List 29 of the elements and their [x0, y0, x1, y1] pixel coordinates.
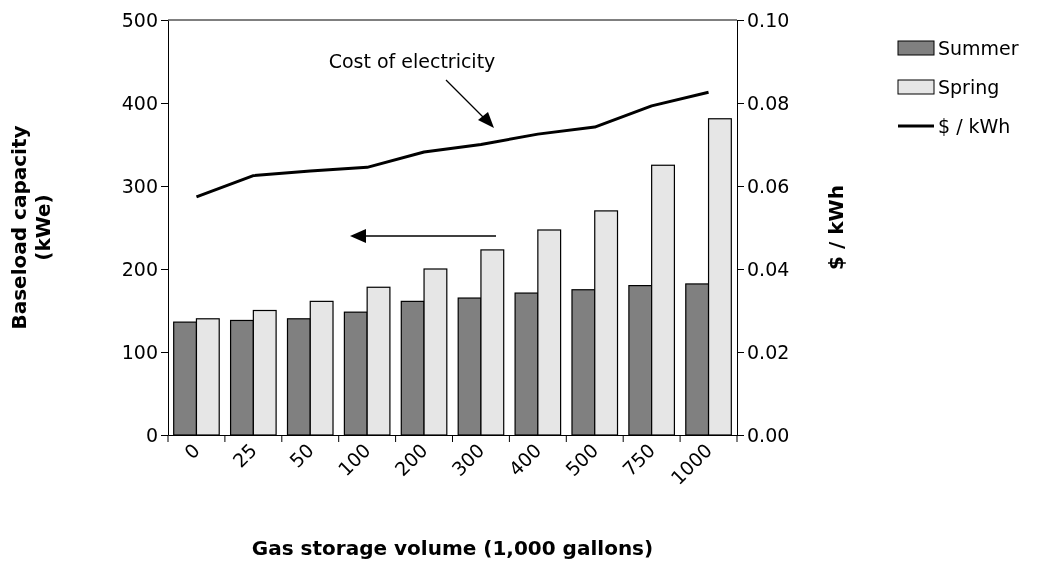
y-axis-title: Baseload capacity (kWe) [7, 125, 55, 330]
x-tick-label: 300 [447, 438, 489, 481]
x-axis-title: Gas storage volume (1,000 gallons) [251, 536, 654, 560]
x-tick-label: 25 [228, 438, 261, 472]
y-tick-label: 100 [121, 340, 158, 363]
x-tick-label: 500 [561, 438, 603, 481]
line-series [194, 90, 711, 199]
y2-tick-label: 0.06 [747, 174, 790, 197]
x-tick-label: 750 [617, 438, 660, 481]
annotation: Cost of electricity [328, 50, 496, 72]
legend-label: Summer [938, 37, 1019, 59]
y-tick-label: 500 [121, 8, 158, 31]
y-tick-label: 400 [121, 91, 158, 114]
legend-label: $ / kWh [938, 115, 1011, 137]
x-tick-label: 100 [333, 438, 375, 481]
y2-tick-label: 0.04 [747, 257, 790, 280]
x-tick-label: 200 [390, 438, 432, 481]
y2-tick-label: 0.02 [747, 340, 790, 363]
y2-tick-label: 0.08 [747, 91, 790, 114]
y2-tick-label: 0.00 [747, 423, 790, 446]
y-tick-label: 300 [121, 174, 158, 197]
x-tick-label: 50 [285, 438, 318, 472]
x-tick-label: 0 [179, 438, 204, 464]
y2-tick-label: 0.10 [747, 8, 790, 31]
y-tick-label: 200 [121, 257, 158, 280]
legend-label: Spring [938, 76, 1000, 98]
x-tick-label: 400 [504, 438, 546, 481]
y-tick-label: 0 [145, 423, 158, 446]
y2-axis-title: $ / kWh [824, 185, 848, 270]
